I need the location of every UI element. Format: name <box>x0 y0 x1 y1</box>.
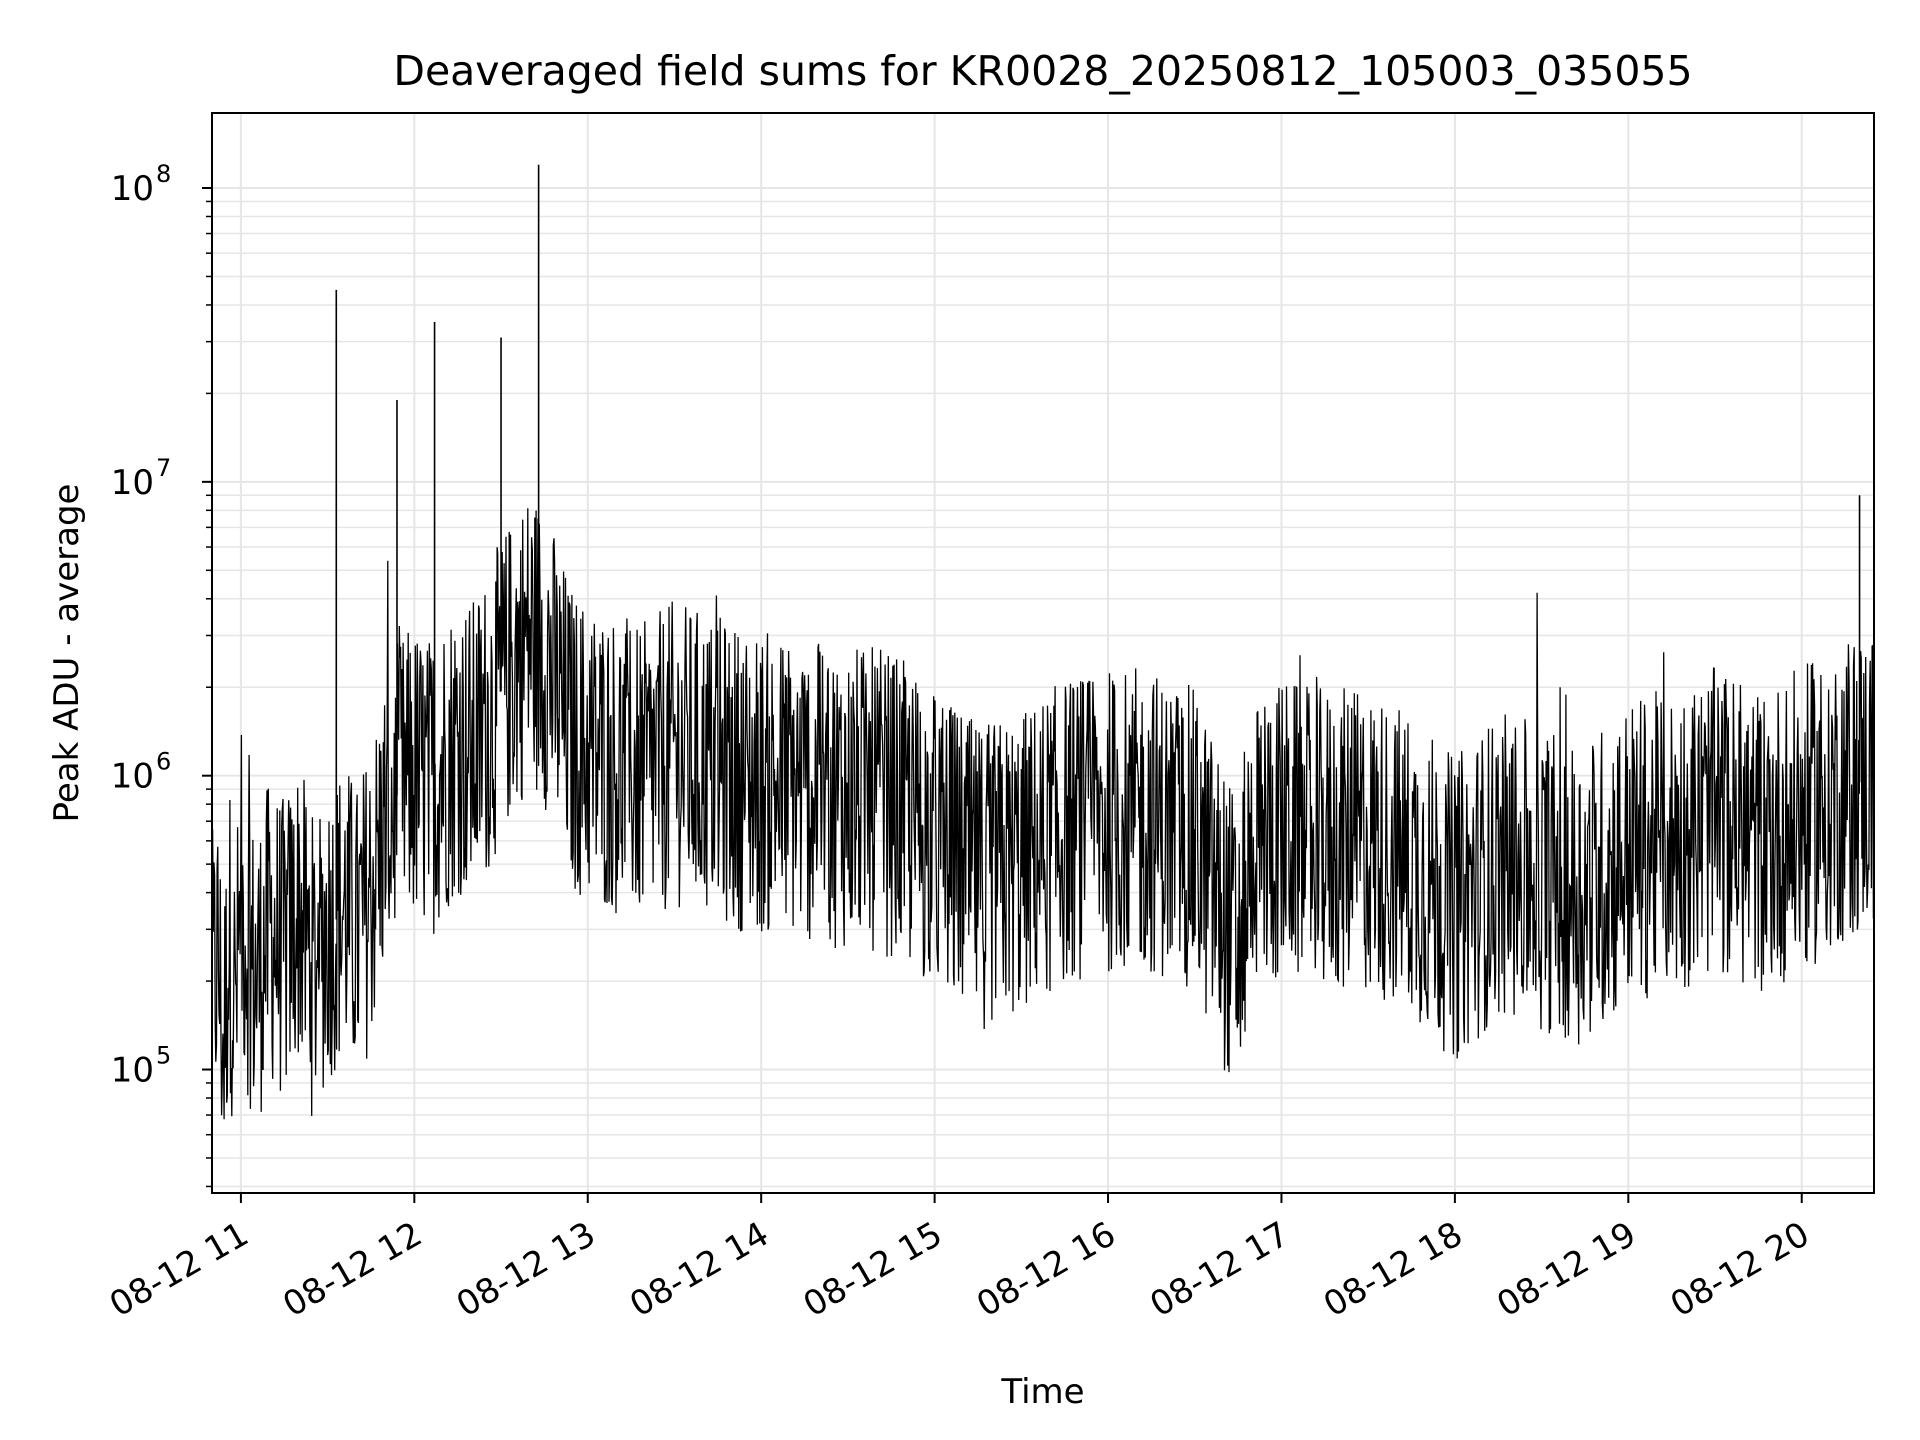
y-tick-label: 10 <box>111 463 154 503</box>
y-tick-exponent: 5 <box>156 1042 171 1070</box>
chart-title: Deaveraged field sums for KR0028_2025081… <box>393 47 1692 95</box>
x-axis: 08-12 11 08-12 12 08-12 13 08-12 14 08-12 15… <box>103 1193 1816 1325</box>
x-tick-label: 08-12 11 <box>103 1214 255 1325</box>
x-tick-label: 08-12 17 <box>1144 1214 1296 1325</box>
x-tick-label: 08-12 12 <box>276 1214 428 1325</box>
x-tick-label: 08-12 16 <box>970 1214 1122 1325</box>
series-trace <box>211 508 1875 1120</box>
y-tick-label: 10 <box>111 757 154 797</box>
x-tick-label: 08-12 15 <box>797 1214 949 1325</box>
grid <box>212 113 1874 1193</box>
y-tick-label: 10 <box>111 169 154 209</box>
y-tick-exponent: 7 <box>156 454 171 482</box>
y-axis-label: Peak ADU - average <box>47 484 87 823</box>
series-line <box>211 164 1875 1120</box>
x-axis-label: Time <box>1000 1372 1084 1412</box>
y-tick-label: 10 <box>111 1051 154 1091</box>
y-tick-exponent: 6 <box>156 748 171 776</box>
x-tick-label: 08-12 19 <box>1490 1214 1642 1325</box>
y-tick-exponent: 8 <box>156 160 171 188</box>
x-tick-label: 08-12 18 <box>1317 1214 1469 1325</box>
x-tick-label: 08-12 13 <box>450 1214 602 1325</box>
x-tick-label: 08-12 14 <box>623 1214 775 1325</box>
plot-frame <box>211 112 1875 1194</box>
x-tick-label: 08-12 20 <box>1664 1214 1816 1325</box>
